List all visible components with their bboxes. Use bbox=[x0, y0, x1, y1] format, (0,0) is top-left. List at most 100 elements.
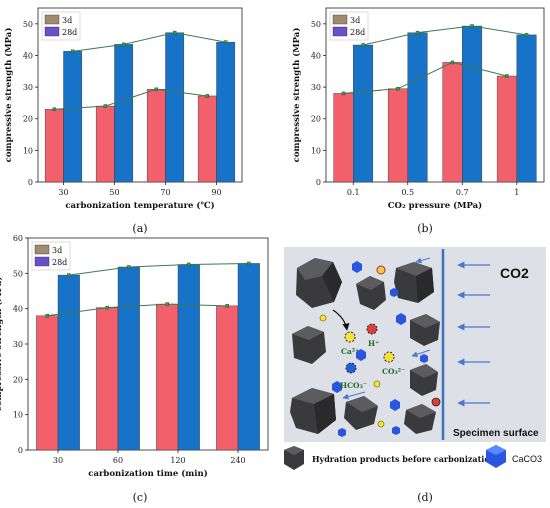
chart-b: 0 10 20 30 40 50 0.1 0.5 0.7 1 3d 28d CO₂ pressure (… bbox=[291, 7, 545, 211]
bar-28d bbox=[57, 274, 80, 451]
diffusion-arrow bbox=[411, 349, 431, 358]
data-point bbox=[121, 42, 126, 47]
legend-swatch bbox=[44, 14, 60, 25]
bar-28d bbox=[353, 44, 374, 183]
x-tick-label: 0.5 bbox=[401, 188, 414, 197]
x-tick-label: 50 bbox=[109, 188, 119, 197]
y-tick-label: 30 bbox=[311, 83, 321, 92]
ion-dot bbox=[376, 265, 386, 275]
x-tick-label: 30 bbox=[53, 456, 63, 465]
legend-swatch bbox=[34, 256, 50, 267]
data-point bbox=[172, 30, 177, 35]
x-tick-label: 1 bbox=[514, 188, 519, 197]
data-point bbox=[154, 87, 159, 92]
data-point bbox=[341, 91, 346, 96]
diagram-legend-caco3: CaCO3 bbox=[486, 445, 542, 468]
data-point bbox=[247, 261, 251, 266]
bar-3d bbox=[496, 75, 517, 183]
diagram-legend-hydration: Hydration products before carbonization bbox=[284, 446, 496, 470]
bar-3d bbox=[333, 93, 354, 183]
y-tick-label: 40 bbox=[311, 51, 321, 60]
plot-frame bbox=[325, 7, 545, 183]
bar-3d bbox=[44, 109, 64, 183]
data-point bbox=[396, 86, 400, 91]
ion-label-h: H⁺ bbox=[368, 339, 379, 348]
y-tick-label: 40 bbox=[23, 51, 33, 60]
ion-dot bbox=[377, 420, 385, 428]
x-tick-label: 70 bbox=[160, 188, 170, 197]
ion-label-hco3: HCO₃⁻ bbox=[340, 381, 367, 390]
legend-swatch bbox=[332, 26, 348, 37]
bar-28d bbox=[117, 266, 140, 451]
data-point bbox=[52, 107, 57, 111]
panel-label-b: (b) bbox=[417, 222, 433, 235]
panel-label-a: (a) bbox=[132, 222, 147, 235]
bar-3d bbox=[387, 88, 408, 183]
y-tick-label: 50 bbox=[23, 20, 33, 29]
bar-3d bbox=[95, 105, 115, 183]
panel-label-c: (c) bbox=[133, 491, 148, 504]
data-point bbox=[470, 24, 474, 28]
x-tick-label: 60 bbox=[113, 456, 123, 465]
bar-28d bbox=[165, 32, 185, 183]
ion-dot bbox=[345, 362, 357, 374]
chart-c: 0 10 20 30 40 50 60 30 60 120 240 3d 28d carbonizatio… bbox=[0, 234, 269, 479]
specimen-surface-label: Specimen surface bbox=[453, 428, 539, 439]
legend-swatch bbox=[34, 244, 50, 255]
hydration-product bbox=[394, 262, 434, 303]
data-point bbox=[105, 305, 109, 310]
bar-3d bbox=[442, 62, 463, 183]
hydration-product bbox=[404, 404, 436, 434]
diagram-d: CO2 Specimen surface bbox=[284, 247, 546, 470]
caco3-crystal bbox=[352, 261, 362, 273]
bar-3d bbox=[216, 305, 239, 451]
legend-label: 28d bbox=[62, 28, 77, 37]
ion-label-co3: CO₃²⁻ bbox=[382, 367, 405, 376]
caco3-crystal bbox=[356, 349, 366, 361]
y-tick-label: 10 bbox=[23, 146, 33, 155]
x-axis-label: CO₂ pressure (MPa) bbox=[388, 200, 482, 211]
x-tick-label: 0.1 bbox=[347, 188, 360, 197]
y-tick-label: 0 bbox=[28, 178, 33, 187]
data-point bbox=[70, 49, 75, 54]
data-point bbox=[225, 304, 229, 308]
legend-label: 3d bbox=[62, 16, 72, 25]
data-point bbox=[415, 30, 420, 35]
caco3-crystal bbox=[396, 313, 406, 325]
data-point bbox=[67, 273, 71, 277]
bar-28d bbox=[114, 44, 134, 183]
y-tick-label: 20 bbox=[13, 375, 23, 384]
trend-line bbox=[54, 88, 208, 110]
legend-swatch bbox=[44, 26, 60, 37]
trend-line bbox=[343, 61, 508, 94]
data-point bbox=[205, 94, 210, 98]
y-tick-label: 50 bbox=[13, 269, 23, 278]
caco3-crystal bbox=[420, 354, 428, 363]
legend-label: 3d bbox=[350, 16, 360, 25]
hydration-product bbox=[344, 396, 378, 430]
bar-3d bbox=[197, 95, 217, 183]
hydration-product bbox=[410, 364, 438, 396]
bar-28d bbox=[177, 264, 200, 451]
panel-label-d: (d) bbox=[417, 491, 433, 504]
caco3-crystal bbox=[390, 399, 400, 411]
diffusion-arrow bbox=[342, 391, 366, 400]
ion-dot bbox=[319, 314, 327, 322]
data-point bbox=[361, 43, 365, 47]
data-point bbox=[524, 33, 529, 37]
caco3-crystal bbox=[392, 426, 400, 435]
diffusion-arrow bbox=[415, 257, 431, 264]
ion-dot bbox=[373, 380, 381, 388]
reaction-arrow bbox=[332, 309, 350, 331]
trend-line bbox=[47, 303, 228, 317]
y-tick-label: 30 bbox=[23, 83, 33, 92]
hydration-product bbox=[410, 314, 440, 346]
hydration-product bbox=[292, 326, 326, 364]
ion-dot bbox=[431, 397, 441, 407]
ion-dot bbox=[344, 331, 356, 343]
data-point bbox=[165, 302, 169, 306]
data-point bbox=[45, 313, 49, 318]
data-point bbox=[103, 104, 108, 108]
y-axis-label: compressive strength (MPa) bbox=[0, 277, 4, 412]
